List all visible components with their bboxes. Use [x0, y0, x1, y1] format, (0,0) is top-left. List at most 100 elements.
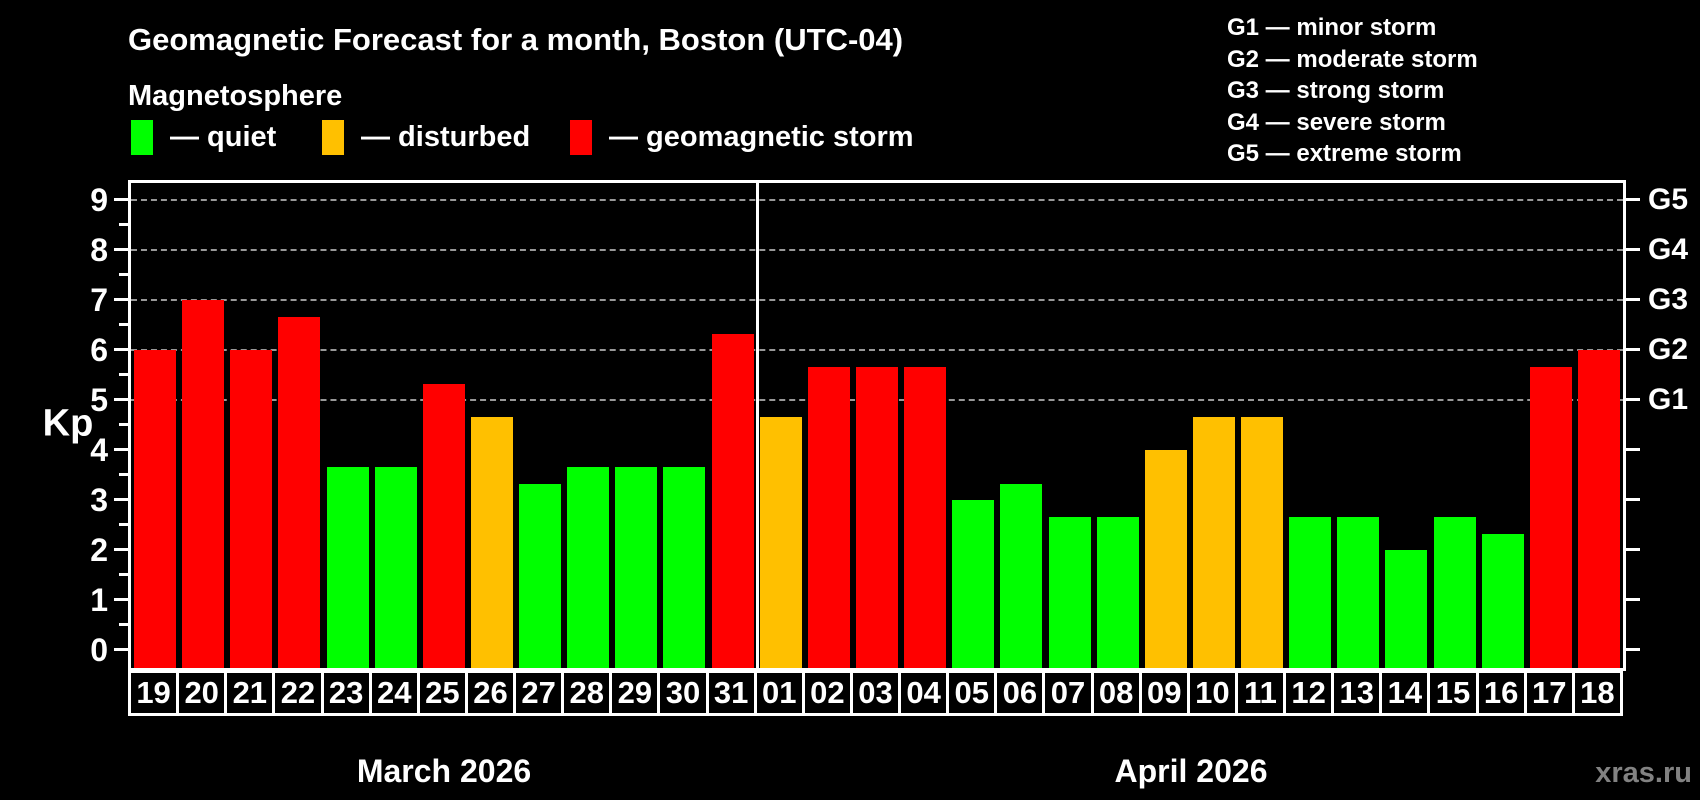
day-label-april-02: 02	[801, 670, 853, 716]
day-label-march-19: 19	[128, 670, 180, 716]
gridline-kp-8	[131, 249, 1623, 251]
bar-april-18	[1577, 350, 1620, 668]
bar-march-19	[134, 350, 177, 668]
legend-label-storm: — geomagnetic storm	[609, 121, 914, 153]
minor-tick-left-kp-1.5	[119, 573, 128, 576]
bar-march-21	[230, 350, 273, 668]
bar-march-28	[567, 466, 610, 668]
day-label-april-04: 04	[898, 670, 950, 716]
tick-left-kp-3	[114, 498, 128, 501]
day-label-april-11: 11	[1234, 670, 1287, 716]
day-label-april-09: 09	[1138, 670, 1190, 716]
minor-tick-left-kp-5.5	[119, 373, 128, 376]
bar-april-12	[1289, 516, 1332, 668]
legend-item-disturbed: — disturbed	[322, 119, 530, 156]
gridline-kp-6	[131, 349, 1623, 351]
month-divider-line	[756, 183, 759, 668]
bar-march-23	[326, 466, 369, 668]
minor-tick-left-kp-6.5	[119, 323, 128, 326]
gridline-kp-7	[131, 299, 1623, 301]
tick-right-kp-2	[1626, 548, 1640, 551]
disturbed-color-swatch	[322, 120, 344, 155]
y-tick-label-9: 9	[90, 182, 108, 218]
bar-april-05	[952, 500, 995, 668]
storm-scale-line-g5: G5 — extreme storm	[1227, 140, 1462, 168]
day-label-april-06: 06	[994, 670, 1046, 716]
bar-march-29	[615, 466, 658, 668]
day-label-march-25: 25	[416, 670, 468, 716]
right-axis-label-g2: G2	[1648, 333, 1689, 366]
y-tick-label-1: 1	[90, 582, 108, 618]
day-label-april-03: 03	[849, 670, 902, 716]
day-label-march-20: 20	[176, 670, 228, 716]
minor-tick-left-kp-3.5	[119, 473, 128, 476]
y-tick-label-3: 3	[90, 482, 108, 518]
right-axis-label-g5: G5	[1648, 183, 1689, 216]
tick-left-kp-6	[114, 348, 128, 351]
minor-tick-left-kp-0.5	[119, 623, 128, 626]
day-label-april-13: 13	[1331, 670, 1383, 716]
gridline-kp-9	[131, 199, 1623, 201]
tick-left-kp-5	[114, 398, 128, 401]
tick-left-kp-4	[114, 448, 128, 451]
legend-item-storm: — geomagnetic storm	[570, 119, 914, 156]
tick-left-kp-7	[114, 298, 128, 301]
tick-left-kp-8	[114, 248, 128, 251]
tick-right-kp-8	[1626, 248, 1640, 251]
bar-march-20	[182, 300, 225, 668]
bar-march-25	[422, 383, 465, 668]
bar-april-06	[1000, 483, 1043, 668]
bar-april-09	[1144, 450, 1187, 668]
day-label-march-31: 31	[705, 670, 757, 716]
page-title: Geomagnetic Forecast for a month, Boston…	[128, 22, 904, 57]
y-tick-label-6: 6	[90, 332, 108, 368]
legend-item-quiet: — quiet	[131, 119, 276, 156]
day-label-march-23: 23	[320, 670, 372, 716]
day-label-april-01: 01	[753, 670, 805, 716]
minor-tick-left-kp-7.5	[119, 273, 128, 276]
tick-right-kp-3	[1626, 498, 1640, 501]
tick-right-kp-1	[1626, 598, 1640, 601]
bar-april-15	[1433, 516, 1476, 668]
bar-march-26	[470, 416, 513, 668]
y-tick-label-2: 2	[90, 532, 108, 568]
tick-right-kp-9	[1626, 198, 1640, 201]
bar-april-07	[1048, 516, 1091, 668]
tick-right-kp-4	[1626, 448, 1640, 451]
bar-march-31	[711, 333, 754, 668]
y-axis-title: Kp	[42, 402, 94, 445]
tick-right-kp-6	[1626, 348, 1640, 351]
right-axis-label-g3: G3	[1648, 283, 1689, 316]
tick-left-kp-0	[114, 648, 128, 651]
bar-april-10	[1192, 416, 1235, 668]
bar-april-08	[1096, 516, 1139, 668]
tick-left-kp-9	[114, 198, 128, 201]
bar-march-22	[278, 316, 321, 668]
day-label-april-15: 15	[1427, 670, 1479, 716]
tick-left-kp-2	[114, 548, 128, 551]
day-label-april-08: 08	[1090, 670, 1142, 716]
bar-march-24	[374, 466, 417, 668]
bar-april-03	[856, 366, 898, 668]
day-label-march-22: 22	[272, 670, 324, 716]
day-label-april-14: 14	[1379, 670, 1431, 716]
day-label-april-07: 07	[1042, 670, 1094, 716]
minor-tick-left-kp-8.5	[119, 223, 128, 226]
bar-april-02	[807, 366, 850, 668]
quiet-color-swatch	[131, 120, 153, 155]
storm-scale-line-g2: G2 — moderate storm	[1227, 45, 1478, 73]
tick-left-kp-1	[114, 598, 128, 601]
month-label-april: April 2026	[1114, 753, 1268, 789]
tick-right-kp-0	[1626, 648, 1640, 651]
day-label-march-24: 24	[368, 670, 420, 716]
day-label-march-29: 29	[609, 670, 661, 716]
minor-tick-left-kp-4.5	[119, 423, 128, 426]
storm-scale-line-g1: G1 — minor storm	[1227, 14, 1437, 41]
y-tick-label-0: 0	[90, 632, 108, 668]
day-label-april-17: 17	[1523, 670, 1575, 716]
day-label-march-28: 28	[561, 670, 613, 716]
tick-right-kp-5	[1626, 398, 1640, 401]
storm-scale-line-g4: G4 — severe storm	[1227, 108, 1446, 136]
day-label-march-21: 21	[224, 670, 276, 716]
legend-label-quiet: — quiet	[170, 121, 277, 153]
